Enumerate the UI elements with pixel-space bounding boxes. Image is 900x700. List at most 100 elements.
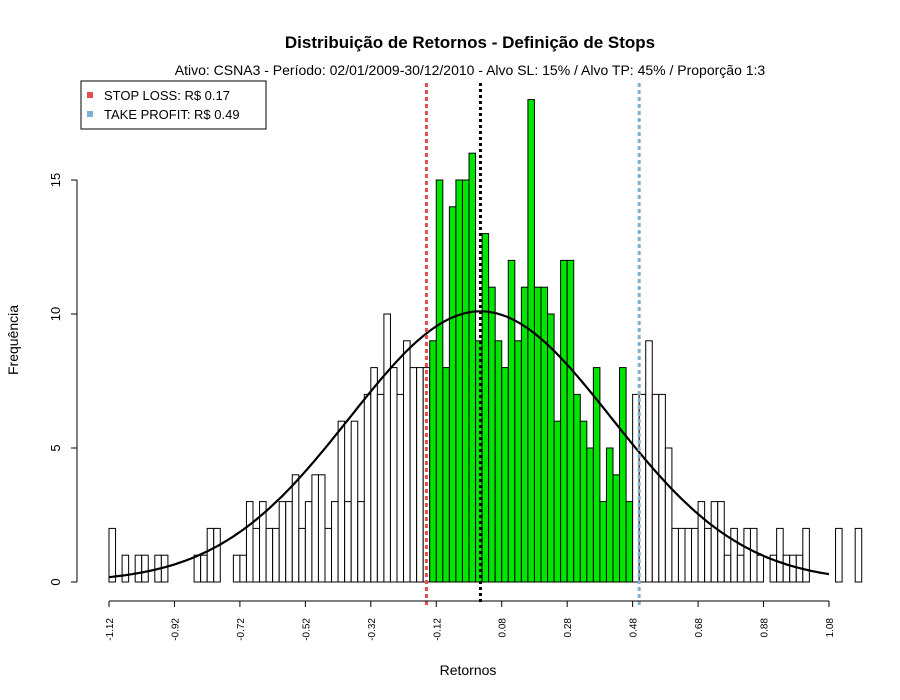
histogram-bar <box>625 501 634 583</box>
histogram-bar <box>304 501 313 583</box>
histogram-bar <box>835 527 843 583</box>
x-tick-label: 0.08 <box>498 618 509 638</box>
histogram-bar <box>285 501 293 583</box>
x-tick-label: 1.08 <box>825 618 836 638</box>
y-axis: 0 5 10 15 <box>48 173 78 586</box>
histogram-bar <box>134 554 143 583</box>
histogram-bar <box>494 340 503 583</box>
histogram-bar <box>403 340 411 583</box>
histogram-bar <box>272 527 280 583</box>
histogram-bar <box>560 259 568 583</box>
histogram-bar <box>730 527 738 583</box>
histogram-bar <box>357 501 365 583</box>
legend-swatch-take-profit <box>87 111 93 117</box>
histogram-bar <box>789 554 797 583</box>
histogram-bar <box>684 527 693 583</box>
histogram-bar <box>691 527 699 583</box>
histogram-bar <box>586 447 594 583</box>
chart-subtitle: Ativo: CSNA3 - Período: 02/01/2009-30/12… <box>175 62 766 78</box>
histogram-bar <box>671 527 679 583</box>
legend-swatch-stop-loss <box>87 92 93 98</box>
histogram-bar <box>121 554 130 583</box>
histogram-bar <box>605 447 614 583</box>
histogram-bar <box>317 474 326 583</box>
histogram-bar <box>612 474 621 583</box>
x-axis-label: Retornos <box>440 662 497 678</box>
histogram-bar <box>350 420 359 583</box>
histogram-bar <box>802 527 810 583</box>
histogram-bar <box>409 367 418 583</box>
histogram-bar <box>311 474 319 583</box>
y-tick-label: 15 <box>48 173 63 187</box>
x-tick-label: -0.72 <box>236 618 247 641</box>
histogram-bar <box>298 527 306 583</box>
histogram-bar <box>664 447 673 583</box>
x-tick-label: 0.68 <box>694 618 705 638</box>
histogram-bar <box>533 286 542 583</box>
histogram-bar <box>507 259 516 583</box>
histogram-bar <box>232 554 241 583</box>
x-tick-label: -0.32 <box>367 618 378 641</box>
histogram-bar <box>488 286 496 583</box>
x-tick-label: -1.12 <box>105 618 116 641</box>
histogram-bar <box>704 527 712 583</box>
y-tick-label: 0 <box>48 578 63 585</box>
histogram-bar <box>547 313 555 583</box>
chart-title: Distribuição de Retornos - Definição de … <box>285 33 655 52</box>
histogram-bar <box>782 554 791 583</box>
histogram-bar <box>435 179 444 583</box>
histogram-bar <box>710 501 719 583</box>
histogram-bar <box>540 286 549 583</box>
histogram-bar <box>854 527 863 583</box>
histogram-bar <box>461 179 470 583</box>
histogram-bar <box>579 420 588 583</box>
stop-lines <box>424 83 641 605</box>
histogram-bar <box>396 393 405 583</box>
x-tick-label: 0.28 <box>563 618 574 638</box>
histogram-bar <box>108 527 117 583</box>
legend-label-take-profit: TAKE PROFIT: R$ 0.49 <box>104 107 240 122</box>
normal-curve-line <box>108 310 830 579</box>
histogram-bar <box>658 393 666 583</box>
legend-box <box>80 80 267 130</box>
histogram-bar <box>331 501 339 583</box>
histogram-bar <box>776 527 784 583</box>
histogram-bar <box>324 527 333 583</box>
normal-curve <box>108 310 830 579</box>
histogram-bar <box>389 367 398 583</box>
histogram-bar <box>442 367 450 583</box>
histogram-bar <box>749 527 758 583</box>
histogram-bar <box>501 367 509 583</box>
histogram-bar <box>206 527 215 583</box>
y-tick-label: 10 <box>48 307 63 321</box>
histogram-bar <box>481 233 490 583</box>
histogram-bar <box>213 527 221 583</box>
histogram-bar <box>723 554 732 583</box>
histogram-bar <box>370 367 378 583</box>
histogram-bar <box>717 501 725 583</box>
histogram-bar <box>566 259 575 583</box>
histogram-bar <box>376 393 385 583</box>
histogram-bar <box>265 527 274 583</box>
x-axis: -1.12 -0.92 -0.72 -0.52 -0.32 -0.12 0.08 0.28 0.… <box>105 600 836 641</box>
histogram-bar <box>383 313 391 583</box>
x-tick-label: -0.12 <box>432 618 443 641</box>
histogram-bars <box>108 99 863 583</box>
legend-label-stop-loss: STOP LOSS: R$ 0.17 <box>104 88 230 103</box>
x-tick-label: -0.52 <box>301 618 312 641</box>
x-tick-label: 0.88 <box>760 618 771 638</box>
histogram-bar <box>429 340 437 583</box>
histogram-bar <box>743 527 751 583</box>
x-tick-label: 0.48 <box>629 618 640 638</box>
histogram-bar <box>520 286 529 583</box>
histogram-bar <box>291 474 300 583</box>
histogram-bar <box>193 554 202 583</box>
histogram-bar <box>736 554 745 583</box>
histogram-bar <box>527 99 535 583</box>
histogram-bar <box>363 393 372 583</box>
histogram-bar <box>599 501 607 583</box>
y-axis-label: Frequência <box>5 305 21 375</box>
histogram-bar <box>245 501 254 583</box>
histogram-bar <box>468 152 477 583</box>
x-tick-label: -0.92 <box>170 618 181 641</box>
